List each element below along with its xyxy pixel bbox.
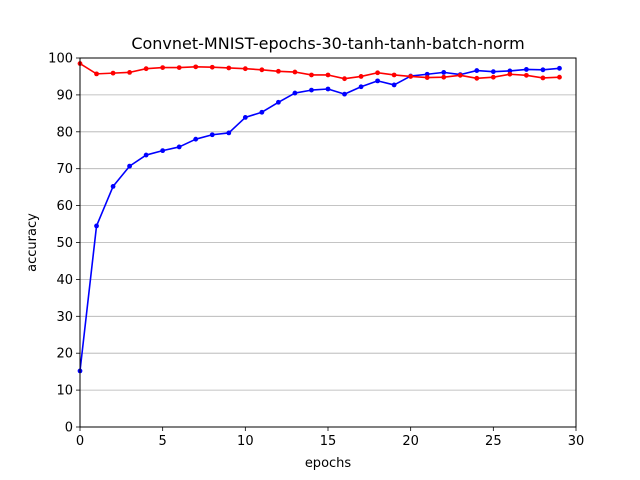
series-lines [77,61,562,374]
y-axis-ticks: 0 10 20 30 40 50 60 70 80 90 100 [48,52,80,436]
series-line [79,67,560,372]
data-point [193,64,199,70]
data-point [524,72,529,78]
x-tick-label: 15 [320,434,337,449]
data-point [193,136,199,142]
data-point [474,75,480,81]
data-point [342,76,347,82]
data-point [259,67,265,73]
x-axis-label: epochs [305,456,352,471]
y-tick-label: 50 [56,236,73,251]
y-tick-label: 100 [48,52,73,67]
data-point [176,65,182,70]
y-tick-label: 30 [56,310,73,325]
data-point [276,68,281,74]
data-point [557,65,562,71]
data-point [540,75,546,81]
data-point [226,65,232,71]
y-tick-label: 90 [56,88,73,103]
data-point [143,66,149,72]
data-point [424,71,430,77]
x-tick-label: 5 [159,434,167,449]
y-tick-label: 20 [56,347,73,362]
data-point [242,115,248,120]
data-point [358,74,364,79]
chart-title: Convnet-MNIST-epochs-30-tanh-tanh-batch-… [131,34,524,53]
y-tick-label: 10 [56,384,73,399]
x-tick-label: 25 [485,434,502,449]
y-tick-label: 40 [56,273,73,288]
data-point [160,148,166,154]
data-point [276,99,281,105]
y-tick-label: 70 [56,162,73,177]
data-point [94,223,99,229]
data-point [127,69,132,75]
y-tick-label: 80 [56,125,73,140]
data-point [309,72,314,78]
data-point [408,74,414,79]
x-tick-label: 20 [402,434,419,449]
data-point [259,109,265,115]
data-point [557,74,562,80]
data-point [375,70,380,76]
data-point [110,70,116,76]
y-tick-label: 60 [56,199,73,214]
data-point [292,69,298,75]
data-point [490,69,496,75]
data-point [242,66,248,72]
data-point [309,87,314,93]
data-point [441,74,447,80]
data-point [176,144,182,150]
data-point [325,86,331,92]
data-point [325,72,331,78]
x-tick-label: 0 [76,434,84,449]
data-point [391,82,397,88]
data-point [127,163,132,169]
data-point [94,71,99,77]
data-point [292,90,298,96]
data-point [375,78,380,84]
data-point [540,67,546,73]
data-point [209,64,215,70]
data-point [110,184,116,189]
x-axis-ticks: 0 5 10 15 20 25 30 [76,427,584,449]
data-point [441,69,447,75]
data-point [507,71,513,77]
grid-lines [80,94,576,391]
data-point [424,75,430,80]
y-tick-label: 0 [65,421,73,436]
data-point [490,74,496,80]
data-point [342,91,347,97]
data-point [358,84,364,90]
data-point [143,152,149,158]
data-point [160,65,166,70]
data-point [391,72,397,78]
data-point [226,130,232,136]
data-point [507,68,513,74]
data-point [474,68,480,73]
x-tick-label: 10 [237,434,254,449]
x-tick-label: 30 [568,434,585,449]
series-2 [77,61,562,82]
y-axis-label: accuracy [25,213,40,272]
data-point [209,132,215,138]
series-line [79,62,560,80]
data-point [524,67,529,72]
data-point [457,72,463,78]
